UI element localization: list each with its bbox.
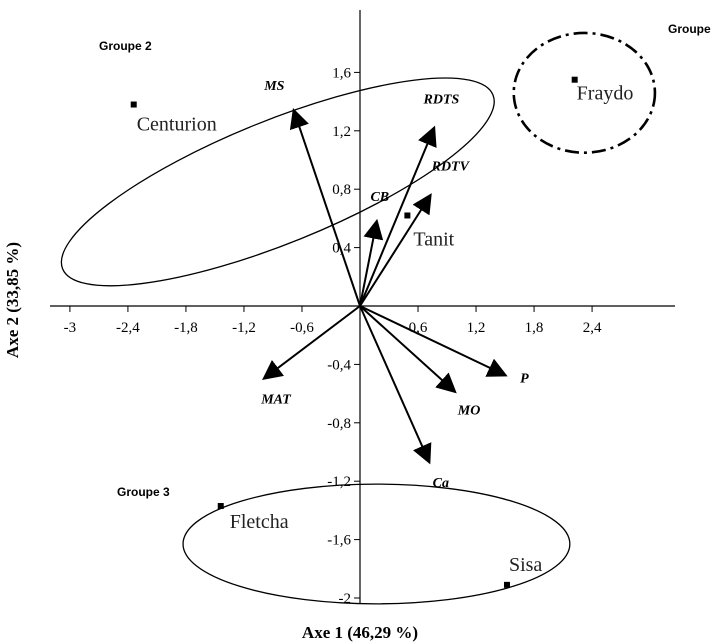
- vector-arrow-mo: [359, 305, 457, 394]
- vector-arrow-ms: [289, 108, 361, 307]
- vector-arrow-mat: [262, 305, 361, 380]
- vector-label-ms: MS: [263, 79, 284, 94]
- x-tick-label: 1,2: [467, 320, 486, 336]
- point-marker-centurion: [130, 101, 137, 108]
- vector-arrow-cb: [359, 218, 384, 307]
- y-axis-title: Axe 2 (33,85 %): [3, 242, 22, 358]
- x-tick-label: -0,6: [290, 320, 314, 336]
- x-tick-label: -1,8: [174, 320, 198, 336]
- point-marker-fletcha: [217, 503, 224, 510]
- vector-label-mo: MO: [457, 404, 481, 419]
- point-label-centurion: Centurion: [137, 114, 217, 136]
- point-label-fraydo: Fraydo: [577, 83, 634, 105]
- vector-label-p: P: [520, 372, 529, 387]
- y-tick-label: 1,6: [332, 65, 351, 81]
- points-layer: Centurion Fraydo Tanit Fletcha Sisa: [130, 76, 634, 588]
- vector-label-rdts: RDTS: [422, 92, 459, 107]
- y-tick-label: -0,8: [327, 416, 351, 432]
- vector-label-ca: Ca: [433, 476, 449, 491]
- y-tick-label: -1,6: [327, 533, 351, 549]
- group-ellipse-groupe-2: [60, 77, 495, 287]
- vector-label-rdtv: RDTV: [431, 160, 471, 175]
- vector-arrow-ca: [359, 305, 432, 465]
- point-marker-fraydo: [571, 76, 578, 83]
- y-tick-label: 0,4: [332, 241, 351, 257]
- point-label-fletcha: Fletcha: [230, 511, 289, 533]
- vector-label-cb: CB: [370, 190, 389, 205]
- vector-label-mat: MAT: [260, 393, 292, 408]
- vector-arrow-rdts: [359, 125, 437, 307]
- y-tick-label: -0,4: [327, 357, 351, 373]
- vector-arrow-rdtv: [359, 193, 432, 307]
- groups-layer: Groupe 1 Groupe 2 Groupe 3: [60, 22, 713, 605]
- x-tick-label: -2,4: [116, 320, 140, 336]
- group-label-groupe-2: Groupe 2: [99, 39, 152, 53]
- x-axis-title: Axe 1 (46,29 %): [302, 623, 418, 642]
- group-ellipse-groupe-1: [512, 31, 657, 154]
- x-tick-label: -1,2: [232, 320, 256, 336]
- point-label-sisa: Sisa: [509, 554, 542, 576]
- point-marker-tanit: [404, 212, 411, 219]
- vector-arrow-p: [359, 305, 508, 377]
- y-tick-label: 1,2: [332, 124, 351, 140]
- y-tick-label: -2: [339, 591, 352, 607]
- y-tick-label: -1,2: [327, 474, 351, 490]
- group-label-groupe-3: Groupe 3: [117, 485, 170, 499]
- group-ellipse-groupe-3: [182, 483, 571, 605]
- x-tick-label: -3: [64, 320, 77, 336]
- x-tick-label: 1,8: [525, 320, 544, 336]
- point-label-tanit: Tanit: [413, 228, 454, 250]
- point-marker-sisa: [503, 581, 510, 588]
- group-label-groupe-1: Groupe 1: [668, 22, 713, 36]
- vectors-layer: MS RDTS RDTV CB MAT P MO Ca: [260, 79, 529, 491]
- x-tick-label: 2,4: [583, 320, 602, 336]
- y-tick-label: 0,8: [332, 182, 351, 198]
